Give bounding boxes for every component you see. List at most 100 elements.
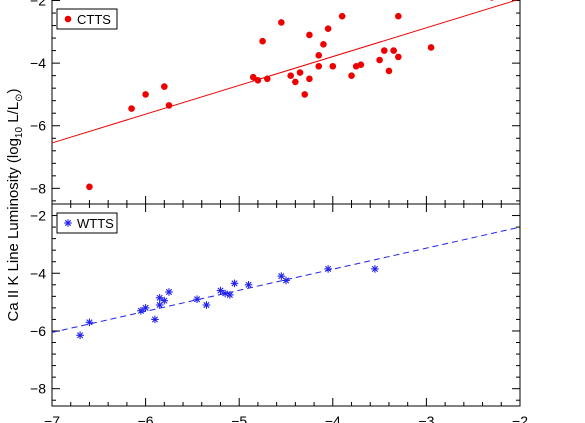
data-point bbox=[151, 315, 159, 324]
data-point bbox=[259, 37, 266, 45]
marker-stroke bbox=[231, 280, 238, 287]
marker-stroke bbox=[142, 304, 149, 311]
data-point bbox=[296, 69, 304, 76]
data-point bbox=[324, 25, 332, 32]
data-point bbox=[161, 83, 168, 90]
data-point bbox=[155, 301, 164, 309]
legend-box bbox=[56, 8, 118, 30]
data-point bbox=[371, 265, 379, 273]
marker-stroke bbox=[217, 287, 224, 294]
y-tick-label: −8 bbox=[30, 180, 46, 196]
marker-stroke bbox=[193, 296, 201, 303]
data-point bbox=[395, 12, 402, 20]
legend-label: CTTS bbox=[77, 12, 111, 27]
x-tick-label: −6 bbox=[138, 413, 154, 423]
data-point bbox=[385, 67, 393, 75]
fit-line bbox=[51, 0, 519, 144]
marker-stroke bbox=[156, 301, 163, 309]
data-point bbox=[306, 31, 313, 39]
y-axis-label-sub: 10 bbox=[14, 127, 25, 139]
x-tick-label: −7 bbox=[44, 413, 60, 423]
marker-stroke bbox=[64, 219, 72, 227]
data-point bbox=[348, 72, 355, 79]
data-point bbox=[320, 41, 327, 48]
data-point bbox=[165, 288, 173, 296]
data-point bbox=[254, 77, 262, 84]
marker-stroke bbox=[165, 288, 173, 296]
panel-top: −8 −6 −4 −2 CTTS bbox=[30, 0, 521, 205]
marker-stroke bbox=[203, 301, 210, 309]
marker-stroke bbox=[245, 281, 252, 288]
data-point bbox=[315, 52, 323, 59]
x-tick-label: −3 bbox=[418, 413, 434, 423]
data-point bbox=[244, 281, 253, 289]
y-tick-label: −4 bbox=[30, 55, 46, 71]
x-tick-label: −2 bbox=[512, 413, 528, 423]
y-tick-label: −8 bbox=[30, 381, 46, 397]
data-point bbox=[278, 19, 285, 26]
data-point bbox=[165, 102, 173, 109]
y-tick-label: −6 bbox=[30, 118, 46, 134]
marker-stroke bbox=[151, 316, 159, 323]
data-point bbox=[263, 75, 271, 83]
data-point bbox=[76, 331, 84, 340]
data-point bbox=[427, 44, 435, 51]
data-point bbox=[329, 62, 337, 70]
data-point bbox=[282, 276, 290, 285]
legend-label: WTTS bbox=[77, 216, 114, 231]
data-point bbox=[380, 47, 388, 54]
data-point bbox=[193, 295, 201, 304]
data-point bbox=[489, 0, 494, 1]
data-point bbox=[230, 279, 239, 288]
data-point bbox=[390, 47, 397, 54]
y-axis-label-tail: L/L bbox=[5, 102, 22, 127]
data-point bbox=[142, 91, 149, 98]
y-axis-label-main: Ca II K Line Luminosity (log bbox=[5, 138, 22, 321]
data-point bbox=[376, 56, 383, 64]
data-point bbox=[277, 272, 286, 280]
legend-marker bbox=[64, 219, 72, 227]
data-point bbox=[357, 61, 365, 68]
marker-stroke bbox=[226, 291, 233, 298]
x-tick-label: −5 bbox=[231, 413, 247, 423]
data-point bbox=[395, 53, 402, 61]
data-point bbox=[338, 12, 346, 20]
data-point bbox=[301, 91, 309, 98]
x-tick-label: −4 bbox=[325, 413, 341, 423]
data-point bbox=[226, 291, 234, 299]
data-point bbox=[86, 183, 93, 191]
marker-stroke bbox=[325, 265, 332, 273]
data-point bbox=[292, 78, 299, 86]
data-point bbox=[160, 296, 169, 305]
data-point bbox=[202, 301, 211, 309]
y-axis-label: Ca II K Line Luminosity (log10 L/L⊙) bbox=[5, 89, 25, 322]
y-tick-label: −4 bbox=[30, 265, 46, 281]
data-point bbox=[128, 105, 135, 112]
legend-marker bbox=[64, 15, 72, 23]
marker-stroke bbox=[161, 297, 168, 304]
data-point bbox=[287, 72, 294, 79]
y-axis-label-close: ) bbox=[5, 89, 22, 94]
marker-stroke bbox=[282, 277, 290, 284]
plot-frame bbox=[51, 0, 521, 205]
marker-stroke bbox=[76, 332, 84, 339]
marker-stroke bbox=[86, 319, 93, 326]
marker-stroke bbox=[222, 290, 229, 297]
y-tick-label: −2 bbox=[30, 208, 46, 224]
y-axis-label-sun: ⊙ bbox=[14, 94, 25, 102]
data-point bbox=[306, 75, 313, 83]
y-tick-label: −6 bbox=[30, 323, 46, 339]
data-point bbox=[141, 304, 150, 312]
y-tick-label: −2 bbox=[30, 0, 46, 9]
data-point bbox=[315, 62, 323, 70]
panel-bottom: −8 −6 −4 −2 −7 −6 −5 −4 −3 −2 WTTS bbox=[30, 203, 528, 423]
marker-stroke bbox=[278, 273, 285, 280]
legend-box bbox=[56, 212, 118, 234]
marker-stroke bbox=[156, 294, 163, 301]
data-point bbox=[85, 318, 94, 327]
data-point bbox=[324, 265, 332, 273]
plot-frame bbox=[51, 203, 521, 407]
data-point bbox=[249, 73, 257, 81]
marker-stroke bbox=[371, 265, 379, 273]
